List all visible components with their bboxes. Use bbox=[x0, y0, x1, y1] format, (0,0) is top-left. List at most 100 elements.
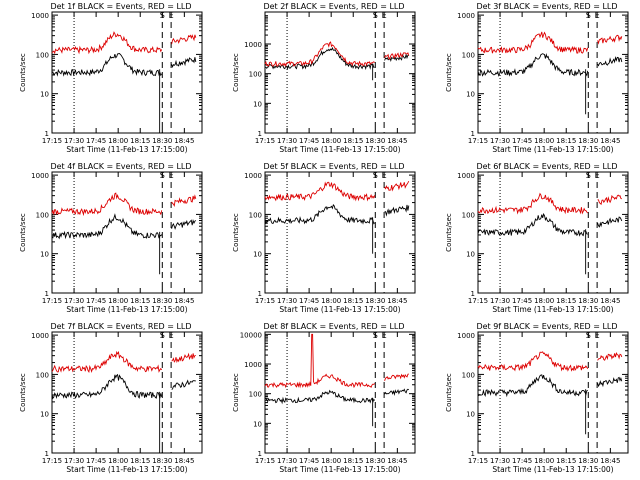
series-line-lld bbox=[51, 350, 196, 374]
chart-panel-2: Det 2f BLACK = Events, RED = LLD 1 10 100 10… bbox=[232, 2, 416, 154]
x-tick-label: 18:30 bbox=[578, 137, 598, 145]
x-tick-label: 18:15 bbox=[343, 457, 363, 465]
start-marker-label: S bbox=[586, 11, 591, 20]
end-marker-label: E bbox=[595, 11, 600, 20]
y-tick-label: 10 bbox=[466, 251, 475, 259]
y-tick-label: 1 bbox=[258, 450, 262, 458]
series-line-events bbox=[51, 373, 196, 400]
plot-frame bbox=[51, 11, 203, 134]
series-line-lld bbox=[477, 192, 622, 215]
x-tick-label: 18:30 bbox=[365, 137, 385, 145]
chart-panel-6: Det 6f BLACK = Events, RED = LLD 1 10 100 10… bbox=[445, 162, 629, 314]
x-tick-label: 18:15 bbox=[343, 137, 363, 145]
y-tick-label: 1000 bbox=[31, 12, 49, 20]
x-tick-label: 18:45 bbox=[600, 457, 620, 465]
x-tick-label: 17:15 bbox=[468, 137, 488, 145]
x-tick-label: 17:30 bbox=[64, 457, 84, 465]
end-marker-label: E bbox=[595, 331, 600, 340]
end-marker-label: E bbox=[382, 11, 387, 20]
x-tick-label: 18:45 bbox=[174, 297, 194, 305]
x-tick-label: 18:30 bbox=[365, 457, 385, 465]
chart-title: Det 1f BLACK = Events, RED = LLD bbox=[50, 2, 191, 11]
x-tick-label: 17:45 bbox=[86, 457, 106, 465]
x-tick-label: 18:00 bbox=[108, 137, 128, 145]
x-tick-label: 17:30 bbox=[64, 137, 84, 145]
y-axis-label: Counts/sec bbox=[445, 373, 453, 412]
series-line-lld bbox=[264, 333, 409, 389]
chart-panel-3: Det 3f BLACK = Events, RED = LLD 1 10 100 10… bbox=[445, 2, 629, 154]
y-tick-label: 1 bbox=[471, 130, 475, 138]
y-tick-label: 10 bbox=[253, 420, 262, 428]
y-tick-label: 10 bbox=[253, 251, 262, 259]
y-tick-label: 100 bbox=[462, 211, 475, 219]
x-tick-label: 17:45 bbox=[512, 137, 532, 145]
chart-panel-8: Det 8f BLACK = Events, RED = LLD 1 10 100 10… bbox=[232, 322, 416, 474]
y-tick-label: 1000 bbox=[244, 361, 262, 369]
plot-frame bbox=[264, 11, 416, 134]
y-tick-label: 10 bbox=[466, 411, 475, 419]
chart-title: Det 7f BLACK = Events, RED = LLD bbox=[50, 322, 191, 331]
y-tick-label: 10 bbox=[40, 91, 49, 99]
y-tick-label: 100 bbox=[249, 211, 262, 219]
x-tick-label: 18:00 bbox=[108, 457, 128, 465]
x-tick-label: 18:00 bbox=[321, 297, 341, 305]
series-line-events bbox=[477, 212, 623, 237]
y-tick-label: 100 bbox=[36, 371, 49, 379]
chart-title: Det 8f BLACK = Events, RED = LLD bbox=[263, 322, 404, 331]
x-tick-label: 17:45 bbox=[299, 137, 319, 145]
x-axis-label: Start Time (11-Feb-13 17:15:00) bbox=[279, 305, 400, 314]
y-axis-label: Counts/sec bbox=[445, 213, 453, 252]
x-tick-label: 17:30 bbox=[277, 457, 297, 465]
x-tick-label: 17:45 bbox=[86, 137, 106, 145]
series-line-lld bbox=[477, 31, 623, 54]
end-marker-label: E bbox=[169, 11, 174, 20]
x-tick-label: 18:30 bbox=[578, 297, 598, 305]
x-tick-label: 18:00 bbox=[321, 137, 341, 145]
x-tick-label: 18:45 bbox=[387, 457, 407, 465]
y-tick-label: 100 bbox=[249, 71, 262, 79]
end-marker-label: E bbox=[382, 331, 387, 340]
x-tick-label: 18:00 bbox=[534, 457, 554, 465]
y-tick-label: 1 bbox=[471, 450, 475, 458]
y-tick-label: 1 bbox=[258, 130, 262, 138]
x-tick-label: 17:45 bbox=[299, 457, 319, 465]
series-line-lld bbox=[264, 180, 410, 202]
x-tick-label: 17:45 bbox=[299, 297, 319, 305]
y-tick-label: 1000 bbox=[457, 12, 475, 20]
x-tick-label: 18:15 bbox=[556, 137, 576, 145]
x-tick-label: 18:00 bbox=[534, 297, 554, 305]
end-marker-label: E bbox=[595, 171, 600, 180]
x-tick-label: 17:15 bbox=[42, 297, 62, 305]
y-tick-label: 1 bbox=[45, 130, 49, 138]
x-tick-label: 18:00 bbox=[534, 137, 554, 145]
start-marker-label: S bbox=[160, 11, 165, 20]
x-tick-label: 17:45 bbox=[512, 457, 532, 465]
y-axis-label: Counts/sec bbox=[232, 213, 240, 252]
x-tick-label: 18:15 bbox=[556, 297, 576, 305]
y-tick-label: 100 bbox=[249, 391, 262, 399]
x-tick-label: 17:30 bbox=[64, 297, 84, 305]
x-axis-label: Start Time (11-Feb-13 17:15:00) bbox=[279, 465, 400, 474]
y-axis-label: Counts/sec bbox=[19, 373, 27, 412]
x-tick-label: 17:30 bbox=[490, 137, 510, 145]
end-marker-label: E bbox=[382, 171, 387, 180]
y-axis-label: Counts/sec bbox=[19, 213, 27, 252]
y-tick-label: 100 bbox=[462, 51, 475, 59]
plot-frame bbox=[264, 171, 416, 294]
y-axis-label: Counts/sec bbox=[232, 373, 240, 412]
x-tick-label: 18:30 bbox=[578, 457, 598, 465]
end-marker-label: E bbox=[169, 331, 174, 340]
chart-panel-4: Det 4f BLACK = Events, RED = LLD 1 10 100 10… bbox=[19, 162, 203, 314]
y-tick-label: 1000 bbox=[244, 172, 262, 180]
plot-frame bbox=[264, 331, 416, 454]
x-tick-label: 17:30 bbox=[277, 137, 297, 145]
x-axis-label: Start Time (11-Feb-13 17:15:00) bbox=[492, 305, 613, 314]
y-tick-label: 1000 bbox=[31, 332, 49, 340]
start-marker-label: S bbox=[586, 331, 591, 340]
x-tick-label: 18:45 bbox=[387, 137, 407, 145]
x-tick-label: 17:15 bbox=[468, 297, 488, 305]
y-tick-label: 10 bbox=[40, 251, 49, 259]
series-line-events bbox=[264, 203, 410, 225]
series-line-events bbox=[265, 46, 409, 71]
start-marker-label: S bbox=[160, 171, 165, 180]
